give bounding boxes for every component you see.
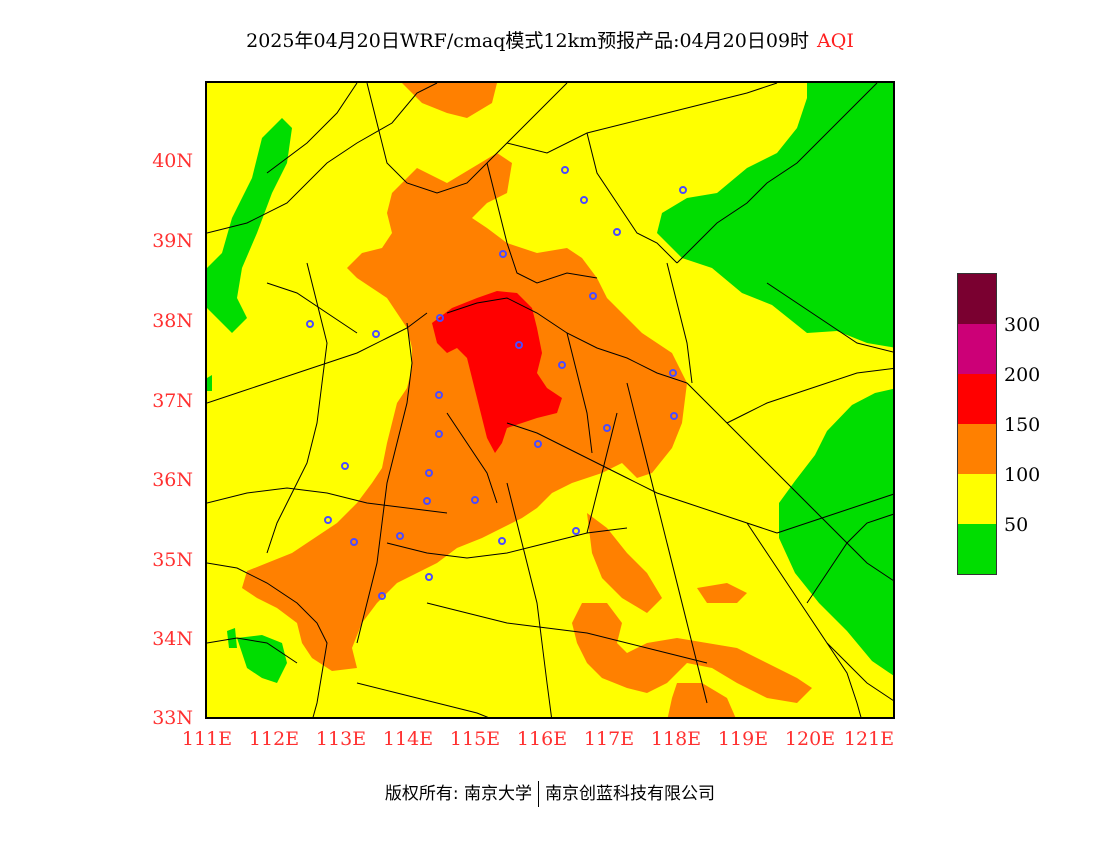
lon-label: 112E	[248, 728, 300, 750]
lat-label: 34N	[152, 628, 193, 650]
lat-label: 37N	[152, 390, 193, 412]
title-text: 2025年04月20日WRF/cmaq模式12km预报产品:04月20日09时	[246, 30, 810, 52]
legend-label: 150	[1004, 414, 1041, 436]
lon-label: 111E	[181, 728, 233, 750]
legend-label: 200	[1004, 364, 1041, 386]
lon-label: 118E	[650, 728, 702, 750]
lon-label: 119E	[717, 728, 769, 750]
lon-label: 117E	[583, 728, 635, 750]
company-text: 南京创蓝科技有限公司	[545, 784, 716, 804]
monitoring-stations	[306, 166, 687, 600]
legend-swatch-100-150	[958, 424, 996, 474]
aqi-map	[205, 81, 895, 719]
lon-label: 114E	[382, 728, 434, 750]
map-title: 2025年04月20日WRF/cmaq模式12km预报产品:04月20日09时 A…	[0, 26, 1100, 53]
title-variable: AQI	[817, 30, 854, 52]
admin-boundaries	[207, 83, 893, 717]
aqi-map-canvas	[207, 83, 893, 717]
lon-label: 113E	[315, 728, 367, 750]
lat-label: 39N	[152, 230, 193, 252]
copyright-footer: 版权所有: 南京大学 南京创蓝科技有限公司	[0, 779, 1100, 807]
legend-label: 50	[1004, 514, 1029, 536]
lat-label: 33N	[152, 707, 193, 729]
legend-label: 100	[1004, 464, 1041, 486]
legend-label: 300	[1004, 314, 1041, 336]
lon-label: 116E	[516, 728, 568, 750]
aqi-color-legend	[957, 273, 997, 575]
legend-swatch-200-300	[958, 324, 996, 374]
legend-swatch-50-100	[958, 474, 996, 524]
copyright-text: 版权所有: 南京大学	[384, 784, 533, 804]
lat-label: 40N	[152, 150, 193, 172]
lon-label: 115E	[449, 728, 501, 750]
lat-label: 38N	[152, 310, 193, 332]
lon-label: 120E	[784, 728, 836, 750]
footer-divider	[538, 781, 540, 807]
lat-label: 36N	[152, 469, 193, 491]
lat-label: 35N	[152, 549, 193, 571]
legend-swatch-300-plus	[958, 274, 996, 324]
lon-label: 121E	[843, 728, 895, 750]
aqi-150-200-region	[432, 291, 562, 453]
aqi-100-150-regions	[242, 83, 812, 717]
legend-swatch-0-50	[958, 524, 996, 574]
legend-swatch-150-200	[958, 374, 996, 424]
